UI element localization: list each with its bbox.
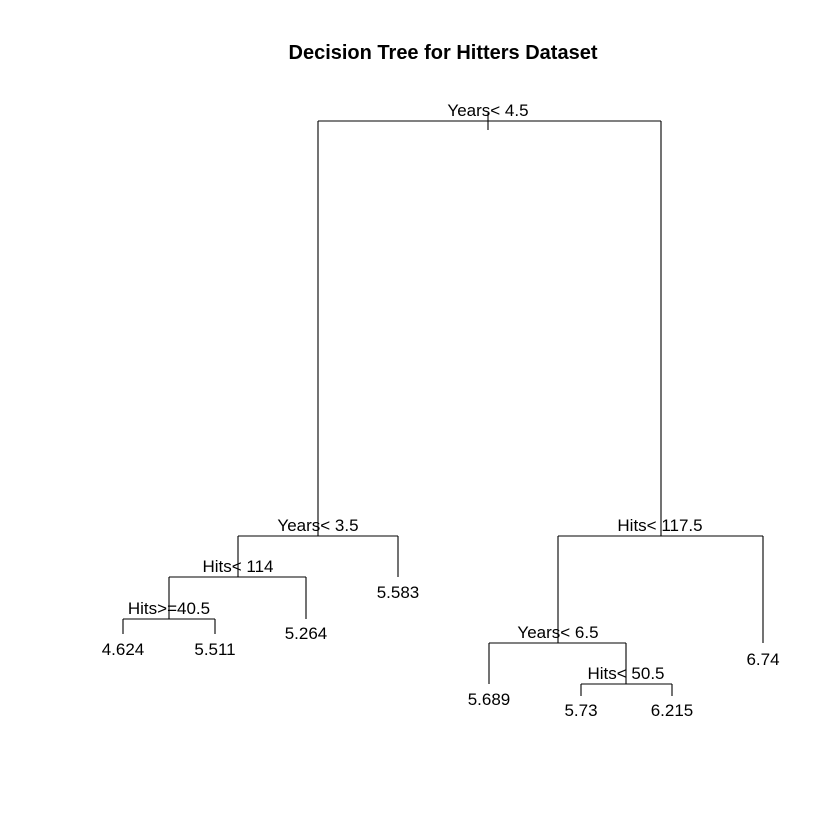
leaf-value-5-689: 5.689 [468, 690, 511, 709]
split-label-hits-117-5: Hits< 117.5 [617, 516, 702, 535]
leaf-value-5-73: 5.73 [564, 701, 597, 720]
leaf-value-6-215: 6.215 [651, 701, 694, 720]
split-labels: Years< 4.5 Years< 3.5 Hits< 114 Hits>=40… [128, 101, 703, 683]
leaf-value-5-583: 5.583 [377, 583, 420, 602]
leaf-value-5-264: 5.264 [285, 624, 328, 643]
figure-title: Decision Tree for Hitters Dataset [289, 42, 598, 64]
leaf-value-4-624: 4.624 [102, 640, 145, 659]
split-label-hits-114: Hits< 114 [202, 557, 273, 576]
tree-edges [122, 113, 764, 696]
split-label-years-3-5: Years< 3.5 [277, 516, 358, 535]
split-label-root: Years< 4.5 [447, 101, 528, 120]
split-label-hits-40-5: Hits>=40.5 [128, 599, 210, 618]
leaf-value-6-74: 6.74 [746, 650, 779, 669]
leaf-labels: 4.624 5.511 5.264 5.583 5.689 5.73 6.215… [102, 583, 780, 720]
split-label-hits-50-5: Hits< 50.5 [587, 664, 664, 683]
split-label-years-6-5: Years< 6.5 [517, 623, 598, 642]
leaf-value-5-511: 5.511 [194, 640, 235, 659]
